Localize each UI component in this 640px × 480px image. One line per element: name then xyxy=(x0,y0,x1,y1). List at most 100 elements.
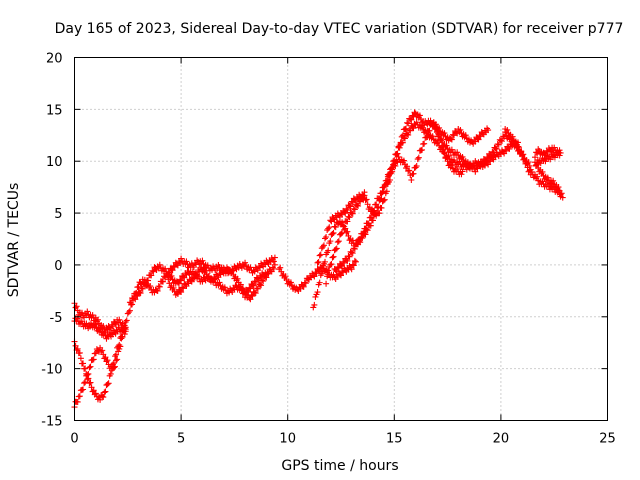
data-point xyxy=(101,355,108,362)
data-point xyxy=(407,127,414,134)
data-point xyxy=(100,322,107,329)
data-point xyxy=(221,284,228,291)
data-point xyxy=(413,163,420,170)
data-point xyxy=(100,394,107,401)
data-point xyxy=(315,258,322,265)
data-point xyxy=(404,131,411,138)
data-point xyxy=(373,201,380,208)
data-point xyxy=(125,309,132,316)
data-point xyxy=(362,197,369,204)
data-point xyxy=(323,233,330,240)
data-point xyxy=(177,287,184,294)
data-point xyxy=(350,262,357,269)
data-point xyxy=(121,322,128,329)
data-point xyxy=(311,301,318,308)
data-point xyxy=(336,271,343,278)
data-point xyxy=(485,127,492,134)
data-point xyxy=(413,119,420,126)
x-axis-label: GPS time / hours xyxy=(281,458,398,474)
data-point xyxy=(326,224,333,231)
data-point xyxy=(346,214,353,221)
data-point xyxy=(114,356,121,363)
data-point xyxy=(242,259,249,266)
data-point xyxy=(526,162,533,169)
data-point xyxy=(175,280,182,287)
data-point xyxy=(126,307,133,314)
data-point xyxy=(252,290,259,297)
data-point xyxy=(419,146,426,153)
plot-frame xyxy=(74,57,608,421)
data-point xyxy=(270,265,277,272)
data-point xyxy=(101,389,108,396)
data-point xyxy=(334,239,341,246)
data-series xyxy=(532,144,566,201)
data-point xyxy=(246,284,253,291)
data-point xyxy=(287,279,294,286)
data-point xyxy=(118,335,125,342)
data-point xyxy=(325,271,332,278)
data-point xyxy=(189,274,196,281)
data-point xyxy=(407,116,414,123)
data-point xyxy=(348,249,355,256)
data-point xyxy=(322,258,329,265)
data-point xyxy=(498,138,505,145)
data-point xyxy=(343,256,350,263)
data-point xyxy=(520,151,527,158)
data-point xyxy=(378,204,385,211)
data-point xyxy=(87,363,94,370)
data-point xyxy=(392,163,399,170)
data-point xyxy=(362,225,369,232)
data-point xyxy=(148,272,155,279)
data-point xyxy=(376,195,383,202)
data-point xyxy=(355,202,362,209)
data-point xyxy=(473,164,480,171)
data-point xyxy=(74,345,81,352)
data-point xyxy=(183,258,190,265)
data-point xyxy=(314,289,321,296)
y-tick-label: 20 xyxy=(46,52,63,67)
data-point xyxy=(338,261,344,268)
data-point xyxy=(327,261,334,268)
data-point xyxy=(72,342,79,349)
data-point xyxy=(84,371,91,378)
data-point xyxy=(250,282,257,289)
data-point xyxy=(408,177,415,184)
data-point xyxy=(82,365,89,372)
data-point xyxy=(442,155,449,162)
data-series xyxy=(331,119,466,275)
data-point xyxy=(330,253,337,260)
data-point xyxy=(464,159,471,166)
data-point xyxy=(348,210,355,217)
data-point xyxy=(247,285,254,292)
data-point xyxy=(127,299,134,306)
data-point xyxy=(150,268,157,275)
data-point xyxy=(500,133,507,140)
data-point xyxy=(347,203,354,210)
data-point xyxy=(199,257,206,264)
data-point xyxy=(333,245,340,252)
data-point xyxy=(389,166,396,173)
data-point xyxy=(410,170,417,177)
data-point xyxy=(97,396,104,403)
data-point xyxy=(322,235,329,242)
data-point xyxy=(525,159,532,166)
data-point xyxy=(136,289,143,296)
x-tick-label: 5 xyxy=(177,432,185,447)
data-point xyxy=(178,255,185,262)
data-point xyxy=(252,279,259,286)
data-point xyxy=(424,133,431,140)
data-point xyxy=(332,224,339,231)
data-point xyxy=(76,393,83,400)
data-point xyxy=(180,273,187,280)
data-point xyxy=(330,271,337,278)
data-point xyxy=(193,271,200,278)
data-point xyxy=(351,206,358,213)
data-point xyxy=(170,262,177,269)
data-point xyxy=(330,229,337,236)
data-point xyxy=(155,283,162,290)
data-point xyxy=(332,246,339,253)
data-point xyxy=(202,267,209,274)
data-point xyxy=(472,168,479,175)
data-point xyxy=(135,283,142,290)
data-point xyxy=(351,257,358,264)
